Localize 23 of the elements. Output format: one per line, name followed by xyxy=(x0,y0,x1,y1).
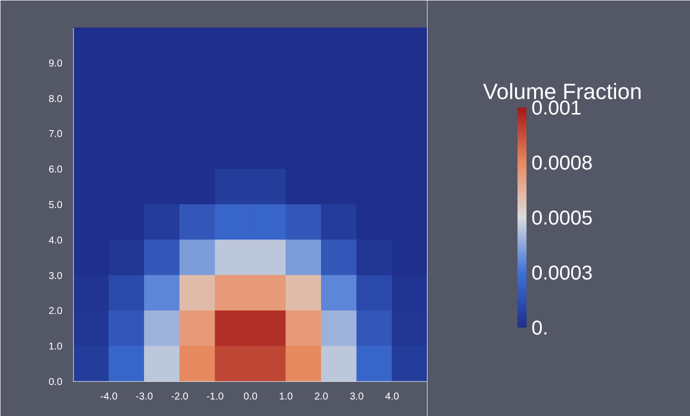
y-tick-label: 9.0 xyxy=(48,58,63,70)
x-tick-label: 0.0 xyxy=(244,392,258,402)
color-bar-label: 0. xyxy=(532,318,548,340)
y-tick-label: 4.0 xyxy=(48,235,63,246)
x-tick-label: 2.0 xyxy=(314,392,329,402)
color-bar-label: 0.0003 xyxy=(532,262,593,284)
y-tick-label: 5.0 xyxy=(48,200,63,211)
x-tick-label: -2.0 xyxy=(171,392,189,402)
y-tick-label: 3.0 xyxy=(48,270,63,282)
y-tick-label: 8.0 xyxy=(48,94,63,105)
x-tick-label: 3.0 xyxy=(350,392,364,402)
y-tick-label: 7.0 xyxy=(48,129,63,140)
y-tick-label: 1.0 xyxy=(48,342,63,353)
color-bar-label: 0.0005 xyxy=(532,208,593,230)
color-bar-label: 0.0008 xyxy=(532,152,593,174)
x-tick-label: -4.0 xyxy=(100,392,118,402)
x-tick-label: -3.0 xyxy=(136,392,154,402)
x-tick-label: 4.0 xyxy=(385,392,400,402)
y-tick-label: 0.0 xyxy=(48,377,63,388)
y-tick-label: 2.0 xyxy=(48,306,63,318)
x-tick-label: 1.0 xyxy=(278,392,294,402)
x-tick-label: -1.0 xyxy=(206,392,224,402)
y-tick-label: 6.0 xyxy=(48,164,63,176)
